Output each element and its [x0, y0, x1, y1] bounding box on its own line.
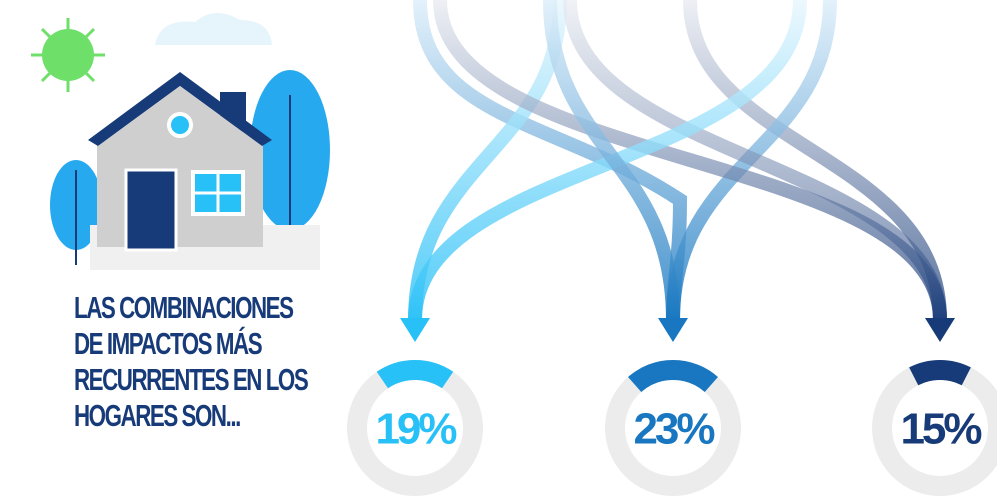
arrow — [925, 318, 955, 342]
flows — [408, 0, 947, 321]
value-label: 19% — [375, 405, 456, 454]
gauge-arc — [628, 360, 718, 393]
gauge-arc — [376, 360, 454, 389]
arrow — [400, 318, 430, 342]
house-illustration — [31, 12, 330, 270]
value-label: 15% — [900, 405, 981, 454]
heading: LAS COMBINACIONES DE IMPACTOS MÁS RECURR… — [74, 290, 309, 433]
value-label: 23% — [633, 405, 714, 454]
arrow — [658, 318, 688, 342]
gauges: 19% 23% 15% — [347, 360, 997, 496]
gauge-arc — [909, 360, 971, 386]
